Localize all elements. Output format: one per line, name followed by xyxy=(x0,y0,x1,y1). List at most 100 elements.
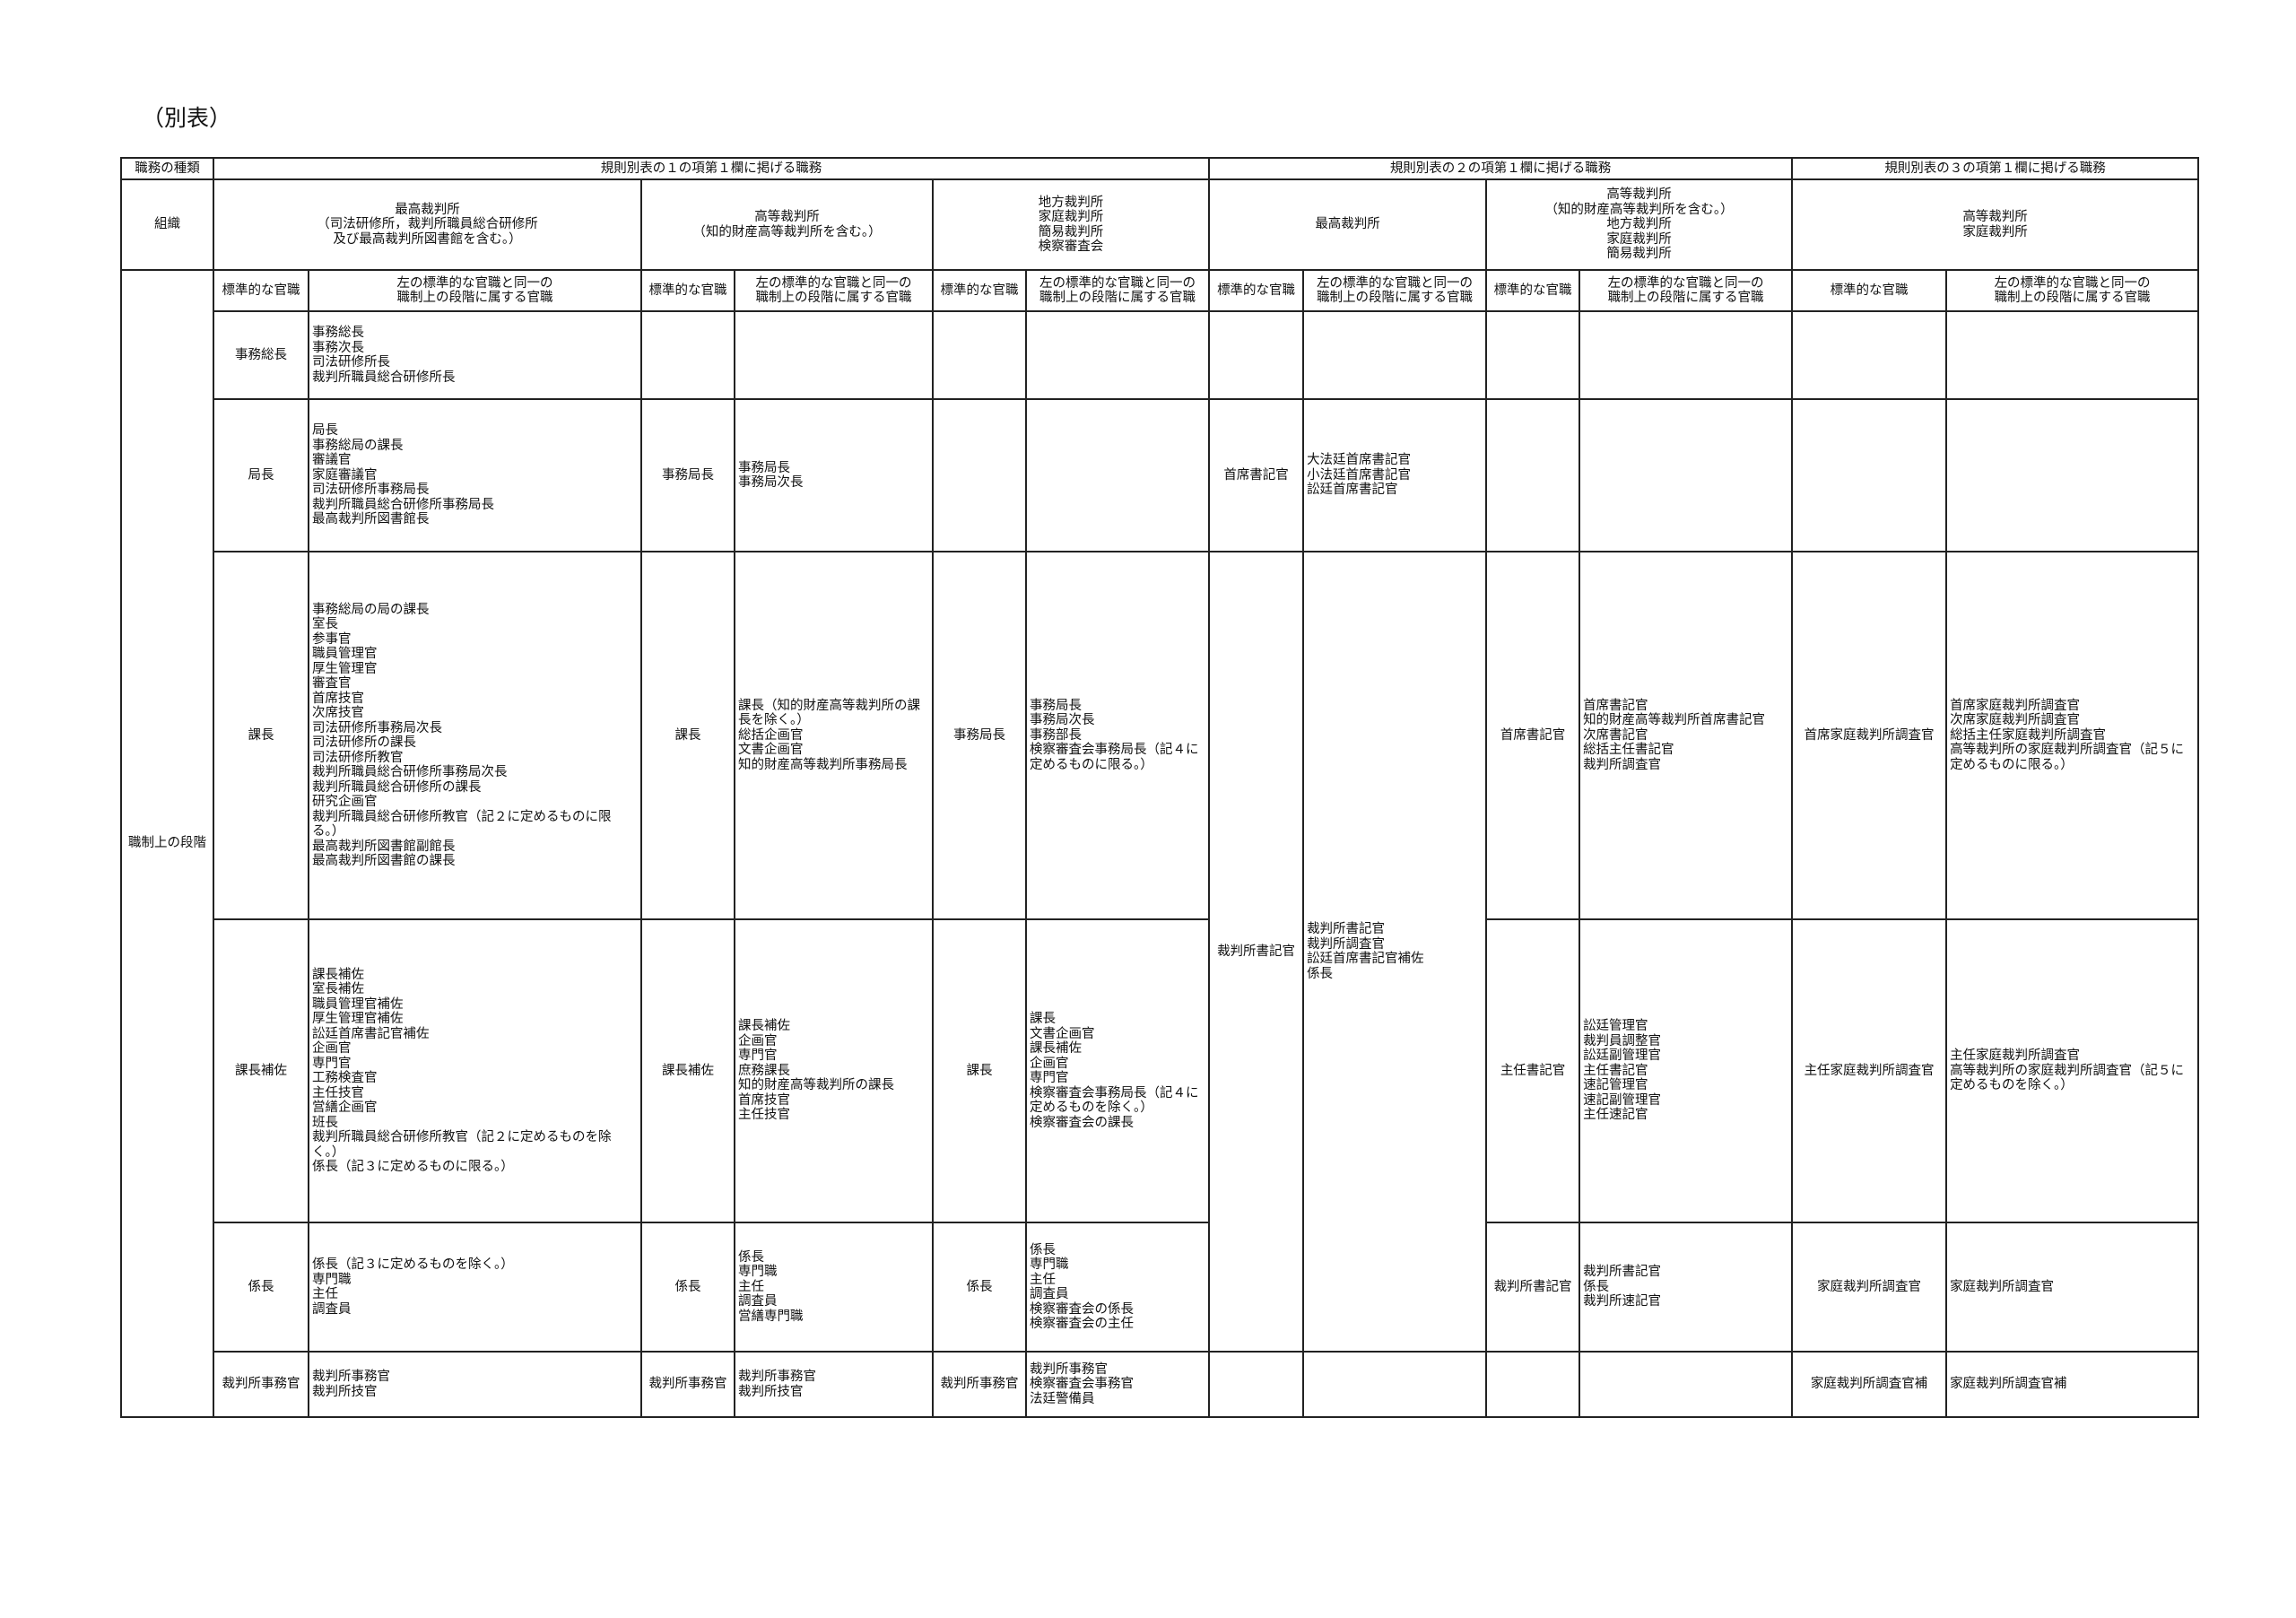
standard-post: 裁判所事務官 xyxy=(932,1351,1027,1418)
standard-post xyxy=(1208,1351,1305,1418)
group3-heading: 規則別表の３の項第１欄に掲げる職務 xyxy=(1791,157,2200,180)
same-level-heading: 左の標準的な官職と同一の 職制上の段階に属する官職 xyxy=(1578,269,1794,312)
standard-post: 課長 xyxy=(213,551,309,920)
same-level-posts: 課長（知的財産高等裁判所の課長を除く。） 総括企画官 文書企画官 知的財産高等裁… xyxy=(734,551,934,920)
same-level-heading: 左の標準的な官職と同一の 職制上の段階に属する官職 xyxy=(1302,269,1488,312)
standard-post: 裁判所書記官 xyxy=(1208,551,1305,1353)
same-level-posts xyxy=(1302,310,1488,400)
same-level-heading: 左の標準的な官職と同一の 職制上の段階に属する官職 xyxy=(1024,269,1211,312)
standard-post: 事務総長 xyxy=(213,310,309,400)
same-level-posts: 裁判所書記官 係長 裁判所速記官 xyxy=(1578,1222,1794,1353)
same-level-posts xyxy=(1302,1351,1488,1418)
standard-post xyxy=(932,398,1027,552)
same-level-posts: 事務総長 事務次長 司法研修所長 裁判所職員総合研修所長 xyxy=(308,310,642,400)
standard-post: 課長 xyxy=(932,918,1027,1223)
same-level-posts: 裁判所事務官 裁判所技官 xyxy=(308,1351,642,1418)
standard-post: 係長 xyxy=(932,1222,1027,1353)
org-cell: 地方裁判所 家庭裁判所 簡易裁判所 検察審査会 xyxy=(931,178,1211,271)
same-level-posts: 課長補佐 室長補佐 職員管理官補佐 厚生管理官補佐 訟廷首席書記官補佐 企画官 … xyxy=(308,918,642,1223)
table-row: 局長 局長 事務総局の課長 審議官 家庭審議官 司法研修所事務局長 裁判所職員総… xyxy=(121,398,2200,552)
same-level-posts xyxy=(1578,310,1794,400)
org-cell: 高等裁判所 家庭裁判所 xyxy=(1791,178,2200,271)
same-level-posts xyxy=(1945,310,2200,400)
same-level-posts xyxy=(734,310,934,400)
standard-post: 首席書記官 xyxy=(1485,551,1581,920)
standard-post: 課長 xyxy=(640,551,735,920)
document-title: （別表） xyxy=(142,105,232,131)
table-row: 課長補佐 課長補佐 室長補佐 職員管理官補佐 厚生管理官補佐 訟廷首席書記官補佐… xyxy=(121,918,2200,1223)
standard-post: 家庭裁判所調査官補 xyxy=(1791,1351,1948,1418)
standard-post xyxy=(1485,1351,1581,1418)
standard-post: 局長 xyxy=(213,398,309,552)
same-level-posts xyxy=(1578,1351,1794,1418)
standard-post: 裁判所書記官 xyxy=(1485,1222,1581,1353)
standard-post: 裁判所事務官 xyxy=(213,1351,309,1418)
standard-post: 事務局長 xyxy=(640,398,735,552)
standard-post: 係長 xyxy=(213,1222,309,1353)
org-label: 組織 xyxy=(120,178,214,271)
same-level-posts: 係長（記３に定めるものを除く。） 専門職 主任 調査員 xyxy=(308,1222,642,1353)
same-level-heading: 左の標準的な官職と同一の 職制上の段階に属する官職 xyxy=(734,269,934,312)
same-level-posts xyxy=(1945,398,2200,552)
org-cell: 最高裁判所 xyxy=(1208,178,1488,271)
same-level-posts xyxy=(1024,310,1211,400)
same-level-posts: 大法廷首席書記官 小法廷首席書記官 訟廷首席書記官 xyxy=(1302,398,1488,552)
same-level-posts: 事務局長 事務局次長 xyxy=(734,398,934,552)
standard-post: 家庭裁判所調査官 xyxy=(1791,1222,1948,1353)
group1-heading: 規則別表の１の項第１欄に掲げる職務 xyxy=(212,157,1211,180)
header-row-columns: 職制上の段階 標準的な官職 左の標準的な官職と同一の 職制上の段階に属する官職 … xyxy=(120,269,2200,1418)
standard-post-heading: 標準的な官職 xyxy=(1791,269,1948,312)
standard-post xyxy=(1485,398,1581,552)
standard-post: 首席書記官 xyxy=(1208,398,1305,552)
table-row: 裁判所事務官 裁判所事務官 裁判所技官 裁判所事務官 裁判所事務官 裁判所技官 … xyxy=(121,1351,2200,1418)
same-level-posts: 局長 事務総局の課長 審議官 家庭審議官 司法研修所事務局長 裁判所職員総合研修… xyxy=(308,398,642,552)
same-level-posts: 係長 専門職 主任 調査員 営繕専門職 xyxy=(734,1222,934,1353)
standard-post: 事務局長 xyxy=(932,551,1027,920)
header-row-kind: 職務の種類 規則別表の１の項第１欄に掲げる職務 規則別表の２の項第１欄に掲げる職… xyxy=(120,157,2200,180)
standard-post-heading: 標準的な官職 xyxy=(640,269,735,312)
standard-post-heading: 標準的な官職 xyxy=(1208,269,1305,312)
kind-label: 職務の種類 xyxy=(120,157,214,180)
same-level-posts: 首席家庭裁判所調査官 次席家庭裁判所調査官 総括主任家庭裁判所調査官 高等裁判所… xyxy=(1945,551,2200,920)
standard-post-heading: 標準的な官職 xyxy=(213,269,309,312)
group2-heading: 規則別表の２の項第１欄に掲げる職務 xyxy=(1208,157,1794,180)
same-level-posts: 課長補佐 企画官 専門官 庶務課長 知的財産高等裁判所の課長 首席技官 主任技官 xyxy=(734,918,934,1223)
same-level-posts: 裁判所事務官 裁判所技官 xyxy=(734,1351,934,1418)
level-label: 職制上の段階 xyxy=(120,269,214,1418)
same-level-posts: 家庭裁判所調査官補 xyxy=(1945,1351,2200,1418)
standard-post xyxy=(1791,398,1948,552)
standard-post xyxy=(1485,310,1581,400)
same-level-posts: 家庭裁判所調査官 xyxy=(1945,1222,2200,1353)
standard-post: 裁判所事務官 xyxy=(640,1351,735,1418)
same-level-heading: 左の標準的な官職と同一の 職制上の段階に属する官職 xyxy=(1945,269,2200,312)
table-row: 課長 事務総局の局の課長 室長 参事官 職員管理官 厚生管理官 審査官 首席技官… xyxy=(121,551,2200,1353)
org-cell: 最高裁判所 （司法研修所，裁判所職員総合研修所 及び最高裁判所図書館を含む。） xyxy=(213,178,642,271)
org-cell: 高等裁判所 （知的財産高等裁判所を含む。） xyxy=(640,178,934,271)
same-level-heading: 左の標準的な官職と同一の 職制上の段階に属する官職 xyxy=(308,269,642,312)
standard-post xyxy=(1208,310,1305,400)
standard-post: 主任家庭裁判所調査官 xyxy=(1791,918,1948,1223)
same-level-posts: 課長 文書企画官 課長補佐 企画官 専門官 検察審査会事務局長（記４に定めるもの… xyxy=(1024,918,1211,1223)
same-level-posts: 係長 専門職 主任 調査員 検察審査会の係長 検察審査会の主任 xyxy=(1024,1222,1211,1353)
standard-post: 課長補佐 xyxy=(640,918,735,1223)
standard-post: 首席家庭裁判所調査官 xyxy=(1791,551,1948,920)
same-level-posts xyxy=(1578,398,1794,552)
standard-post xyxy=(1791,310,1948,400)
standard-post xyxy=(932,310,1027,400)
same-level-posts: 事務局長 事務局次長 事務部長 検察審査会事務局長（記４に定めるものに限る。） xyxy=(1024,551,1211,920)
header-row-org: 組織 最高裁判所 （司法研修所，裁判所職員総合研修所 及び最高裁判所図書館を含む… xyxy=(120,178,2200,271)
standard-post: 課長補佐 xyxy=(213,918,309,1223)
same-level-posts: 裁判所書記官 裁判所調査官 訟廷首席書記官補佐 係長 xyxy=(1302,551,1488,1353)
standard-post-heading: 標準的な官職 xyxy=(1485,269,1581,312)
table-row: 事務総長 事務総長 事務次長 司法研修所長 裁判所職員総合研修所長 xyxy=(121,310,2200,400)
org-cell: 高等裁判所 （知的財産高等裁判所を含む。） 地方裁判所 家庭裁判所 簡易裁判所 xyxy=(1485,178,1794,271)
same-level-posts xyxy=(1024,398,1211,552)
same-level-posts: 訟廷管理官 裁判員調整官 訟廷副管理官 主任書記官 速記管理官 速記副管理官 主… xyxy=(1578,918,1794,1223)
table-row: 係長 係長（記３に定めるものを除く。） 専門職 主任 調査員 係長 係長 専門職… xyxy=(121,1222,2200,1353)
standard-post-heading: 標準的な官職 xyxy=(932,269,1027,312)
same-level-posts: 首席書記官 知的財産高等裁判所首席書記官 次席書記官 総括主任書記官 裁判所調査… xyxy=(1578,551,1794,920)
standard-post: 係長 xyxy=(640,1222,735,1353)
same-level-posts: 裁判所事務官 検察審査会事務官 法廷警備員 xyxy=(1024,1351,1211,1418)
standard-post: 主任書記官 xyxy=(1485,918,1581,1223)
same-level-posts: 事務総局の局の課長 室長 参事官 職員管理官 厚生管理官 審査官 首席技官 次席… xyxy=(308,551,642,920)
